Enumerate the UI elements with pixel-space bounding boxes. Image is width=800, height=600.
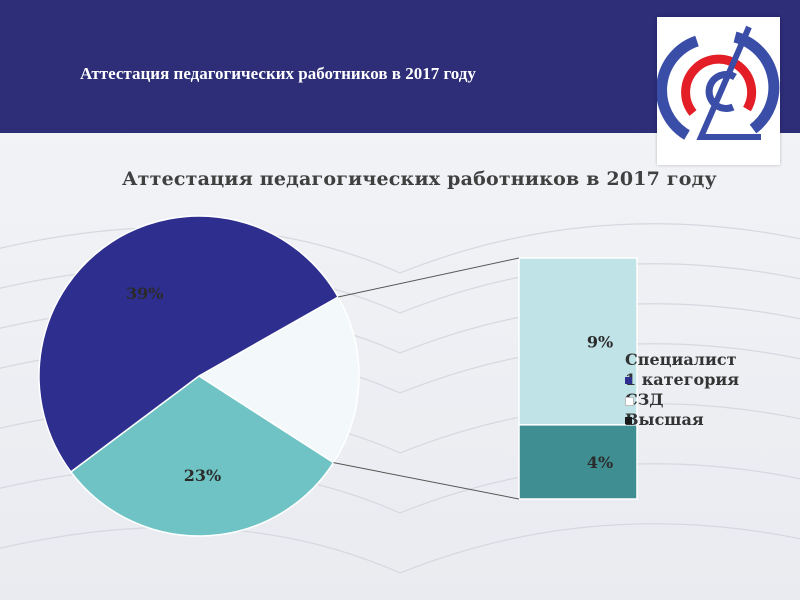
pie-slice-1 [197,295,360,464]
bar-label: 9% [587,332,613,351]
legend-item: 1 категория [625,370,739,390]
legend-item: Высшая [625,410,739,430]
connector-line [333,462,520,500]
logo [657,17,780,165]
legend-label: 1 категория [625,370,740,389]
pie-slice-3 [38,215,340,473]
legend-label: Высшая [625,410,704,429]
chart-title: Аттестация педагогических работников в 2… [122,168,717,190]
connector-line [338,257,520,298]
pie-label: 23% [184,466,221,485]
legend-item: СЗД [625,390,739,410]
pie-label: 39% [126,284,163,303]
legend-item: Специалист [625,350,739,370]
legend-label: СЗД [625,390,664,409]
legend-swatch [625,397,634,406]
pie-slice-2 [69,375,335,537]
legend-label: Специалист [625,350,737,369]
bar-label: 4% [587,453,613,472]
chart-legend: Специалист 1 категория СЗД Высшая [625,350,739,430]
legend-swatch [625,417,632,424]
bar-segment-1 [518,257,638,426]
page-title: Аттестация педагогических работников в 2… [80,64,476,83]
legend-swatch [625,377,632,384]
csdo-logo-icon [657,25,780,140]
bar-segment-2 [518,424,638,500]
